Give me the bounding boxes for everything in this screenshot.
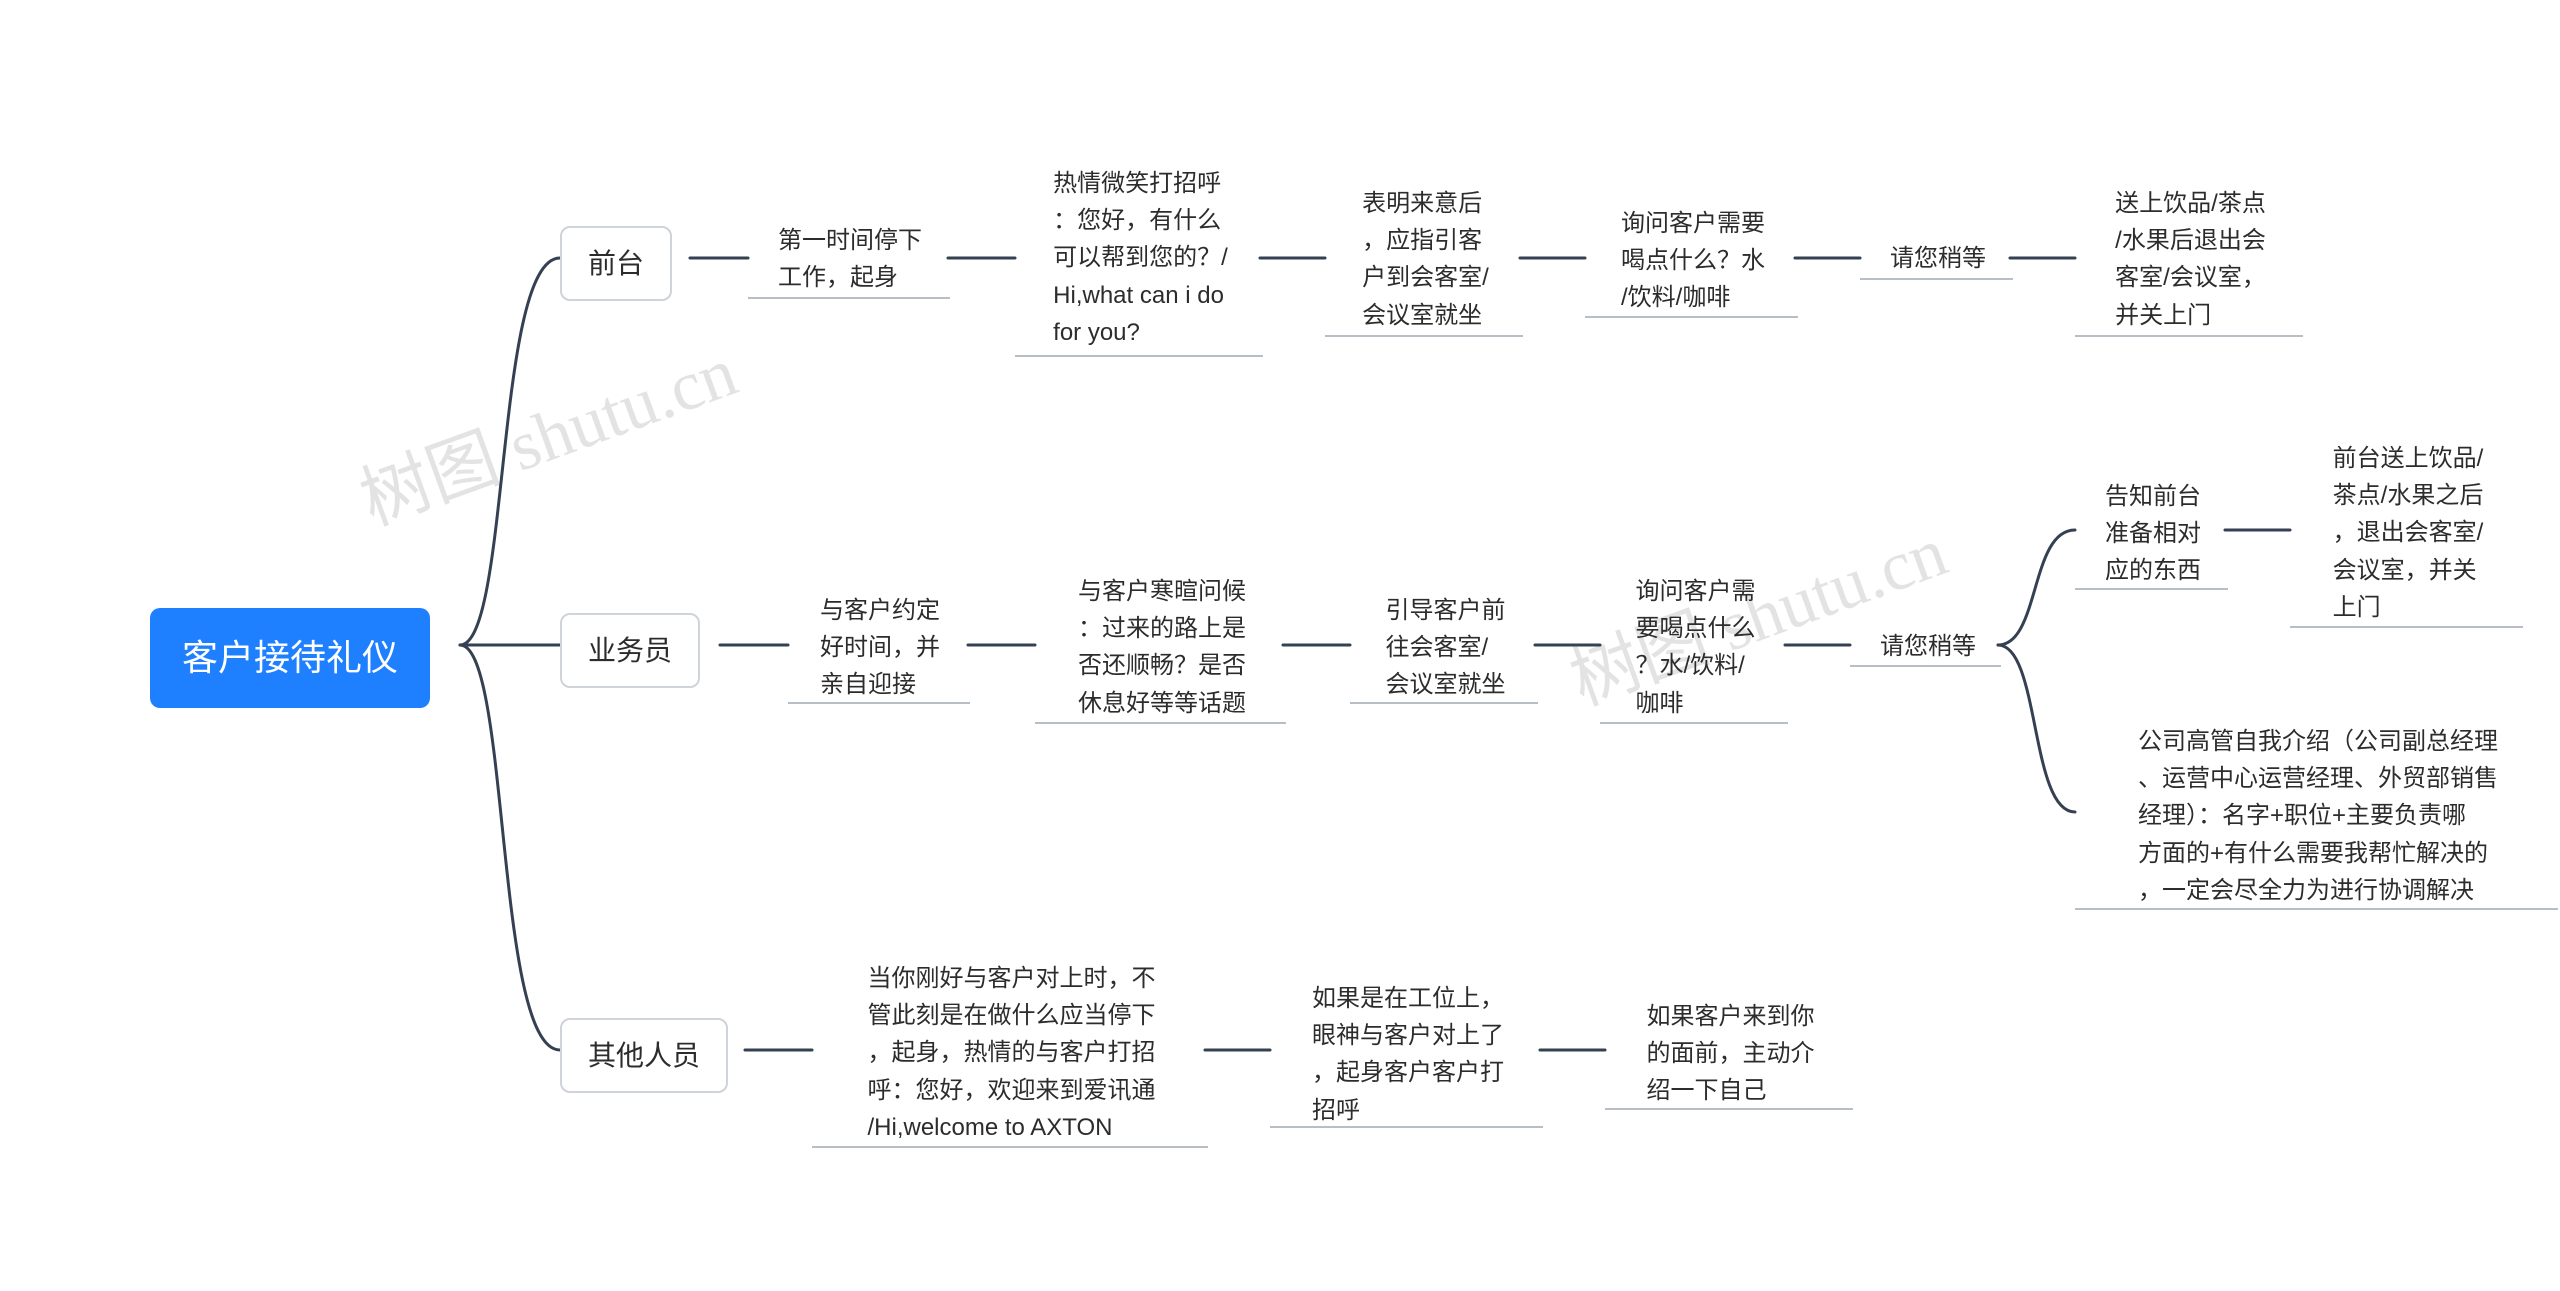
leaf-b3-2[interactable]: 如果是在工位上， 眼神与客户对上了 ，起身客户客户打 招呼 xyxy=(1273,980,1543,1129)
underline xyxy=(812,1146,1208,1148)
watermark-1: 树图 shutu.cn xyxy=(345,316,749,545)
leaf-b1-2[interactable]: 热情微笑打招呼 ：您好，有什么 可以帮到您的？/ Hi,what can i d… xyxy=(1018,165,1263,351)
branch-label: 业务员 xyxy=(588,629,672,672)
leaf-b1-4[interactable]: 询问客户需要 喝点什么？水 /饮料/咖啡 xyxy=(1588,205,1798,317)
underline xyxy=(1035,722,1286,724)
leaf-b2-2[interactable]: 与客户寒暄问候 ：过来的路上是 否还顺畅？是否 休息好等等话题 xyxy=(1038,573,1286,722)
underline xyxy=(2075,588,2228,590)
underline xyxy=(2075,908,2558,910)
leaf-b3-3[interactable]: 如果客户来到你 的面前，主动介 绍一下自己 xyxy=(1608,998,1853,1110)
leaf-b1-3[interactable]: 表明来意后 ，应指引客 户到会客室/ 会议室就坐 xyxy=(1328,185,1523,334)
leaf-b2-6a-1[interactable]: 前台送上饮品/ 茶点/水果之后 ，退出会客室/ 会议室，并关 上门 xyxy=(2293,440,2523,626)
underline xyxy=(1270,1126,1543,1128)
leaf-b2-4[interactable]: 询问客户需 要喝点什么 ？水/饮料/ 咖啡 xyxy=(1603,573,1788,722)
root-label: 客户接待礼仪 xyxy=(182,630,398,686)
root-node[interactable]: 客户接待礼仪 xyxy=(150,608,430,708)
underline xyxy=(2075,335,2303,337)
leaf-b2-3[interactable]: 引导客户前 往会客室/ 会议室就坐 xyxy=(1353,592,1538,704)
leaf-b1-5[interactable]: 请您稍等 xyxy=(1863,240,2013,277)
leaf-b2-5[interactable]: 请您稍等 xyxy=(1853,628,2003,665)
underline xyxy=(1600,722,1788,724)
underline xyxy=(1850,665,2001,667)
branch-label: 其他人员 xyxy=(588,1034,700,1077)
branch-sales[interactable]: 业务员 xyxy=(560,613,700,688)
underline xyxy=(1015,355,1263,357)
leaf-b2-1[interactable]: 与客户约定 好时间，并 亲自迎接 xyxy=(790,592,970,704)
underline xyxy=(1325,335,1523,337)
branch-frontdesk[interactable]: 前台 xyxy=(560,226,672,301)
underline xyxy=(1350,702,1538,704)
leaf-b1-6[interactable]: 送上饮品/茶点 /水果后退出会 客室/会议室， 并关上门 xyxy=(2078,185,2303,334)
branch-others[interactable]: 其他人员 xyxy=(560,1018,728,1093)
underline xyxy=(1585,316,1798,318)
underline xyxy=(748,297,950,299)
leaf-b3-1[interactable]: 当你刚好与客户对上时，不 管此刻是在做什么应当停下 ，起身，热情的与客户打招 呼… xyxy=(815,960,1208,1146)
underline xyxy=(2290,626,2523,628)
leaf-b1-1[interactable]: 第一时间停下 工作，起身 xyxy=(750,222,950,296)
underline xyxy=(1860,278,2013,280)
underline xyxy=(788,702,970,704)
underline xyxy=(1605,1108,1853,1110)
leaf-b2-6b[interactable]: 公司高管自我介绍（公司副总经理 、运营中心运营经理、外贸部销售 经理）：名字+职… xyxy=(2078,723,2558,909)
leaf-b2-6a[interactable]: 告知前台 准备相对 应的东西 xyxy=(2078,478,2228,590)
branch-label: 前台 xyxy=(588,242,644,285)
